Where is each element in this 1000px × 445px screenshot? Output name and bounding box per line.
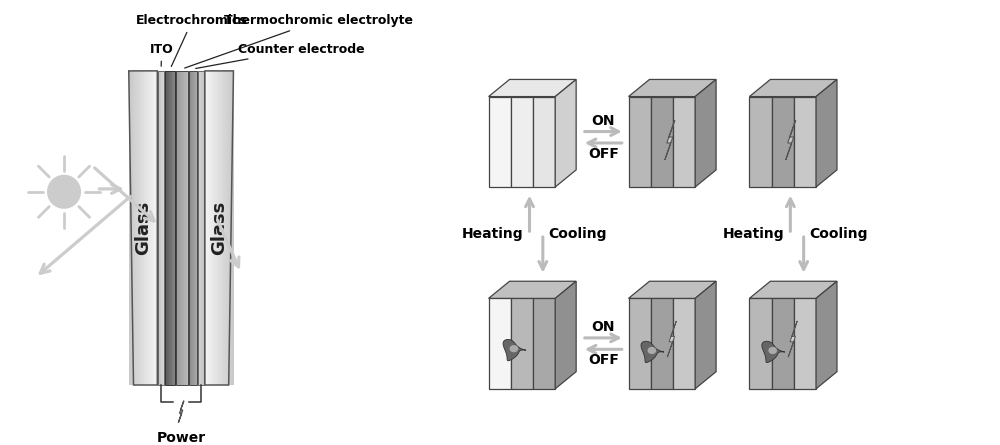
Polygon shape	[788, 321, 797, 357]
Text: ON: ON	[592, 320, 615, 334]
Text: Glass: Glass	[210, 201, 228, 255]
Text: Power: Power	[157, 431, 206, 445]
Polygon shape	[816, 80, 837, 187]
Polygon shape	[629, 281, 716, 299]
Bar	[489, 97, 511, 187]
Text: Counter electrode: Counter electrode	[196, 43, 365, 69]
Bar	[749, 97, 772, 187]
Bar	[533, 97, 555, 187]
Circle shape	[48, 176, 80, 208]
Bar	[511, 97, 533, 187]
Bar	[772, 299, 794, 389]
Bar	[629, 299, 651, 389]
Bar	[794, 97, 816, 187]
Polygon shape	[647, 347, 656, 354]
Polygon shape	[555, 80, 576, 187]
Bar	[489, 299, 511, 389]
Bar	[673, 97, 695, 187]
Polygon shape	[749, 80, 837, 97]
Text: Thermochromic electrolyte: Thermochromic electrolyte	[185, 14, 413, 68]
Polygon shape	[695, 80, 716, 187]
Text: Cooling: Cooling	[809, 227, 868, 241]
Polygon shape	[555, 281, 576, 389]
Text: Glass: Glass	[134, 201, 152, 255]
Bar	[511, 299, 533, 389]
Bar	[629, 97, 651, 187]
Polygon shape	[510, 345, 518, 352]
Text: OFF: OFF	[588, 147, 619, 161]
Bar	[772, 97, 794, 187]
Bar	[673, 299, 695, 389]
Bar	[749, 299, 772, 389]
Text: Cooling: Cooling	[549, 227, 607, 241]
Polygon shape	[695, 281, 716, 389]
Polygon shape	[503, 340, 526, 361]
Polygon shape	[665, 120, 675, 160]
Polygon shape	[816, 281, 837, 389]
Text: OFF: OFF	[588, 353, 619, 367]
Polygon shape	[641, 341, 664, 363]
Text: Heating: Heating	[723, 227, 785, 241]
Text: Heating: Heating	[462, 227, 524, 241]
Polygon shape	[667, 321, 676, 357]
Polygon shape	[489, 281, 576, 299]
Text: ITO: ITO	[150, 43, 173, 66]
Text: ON: ON	[592, 114, 615, 128]
Polygon shape	[629, 80, 716, 97]
Polygon shape	[768, 347, 777, 354]
Polygon shape	[178, 400, 184, 423]
Bar	[651, 299, 673, 389]
Polygon shape	[786, 120, 796, 160]
Polygon shape	[489, 80, 576, 97]
Text: Electrochromics: Electrochromics	[136, 14, 248, 66]
Bar	[533, 299, 555, 389]
Polygon shape	[762, 341, 785, 363]
Polygon shape	[749, 281, 837, 299]
Bar	[651, 97, 673, 187]
Bar	[794, 299, 816, 389]
